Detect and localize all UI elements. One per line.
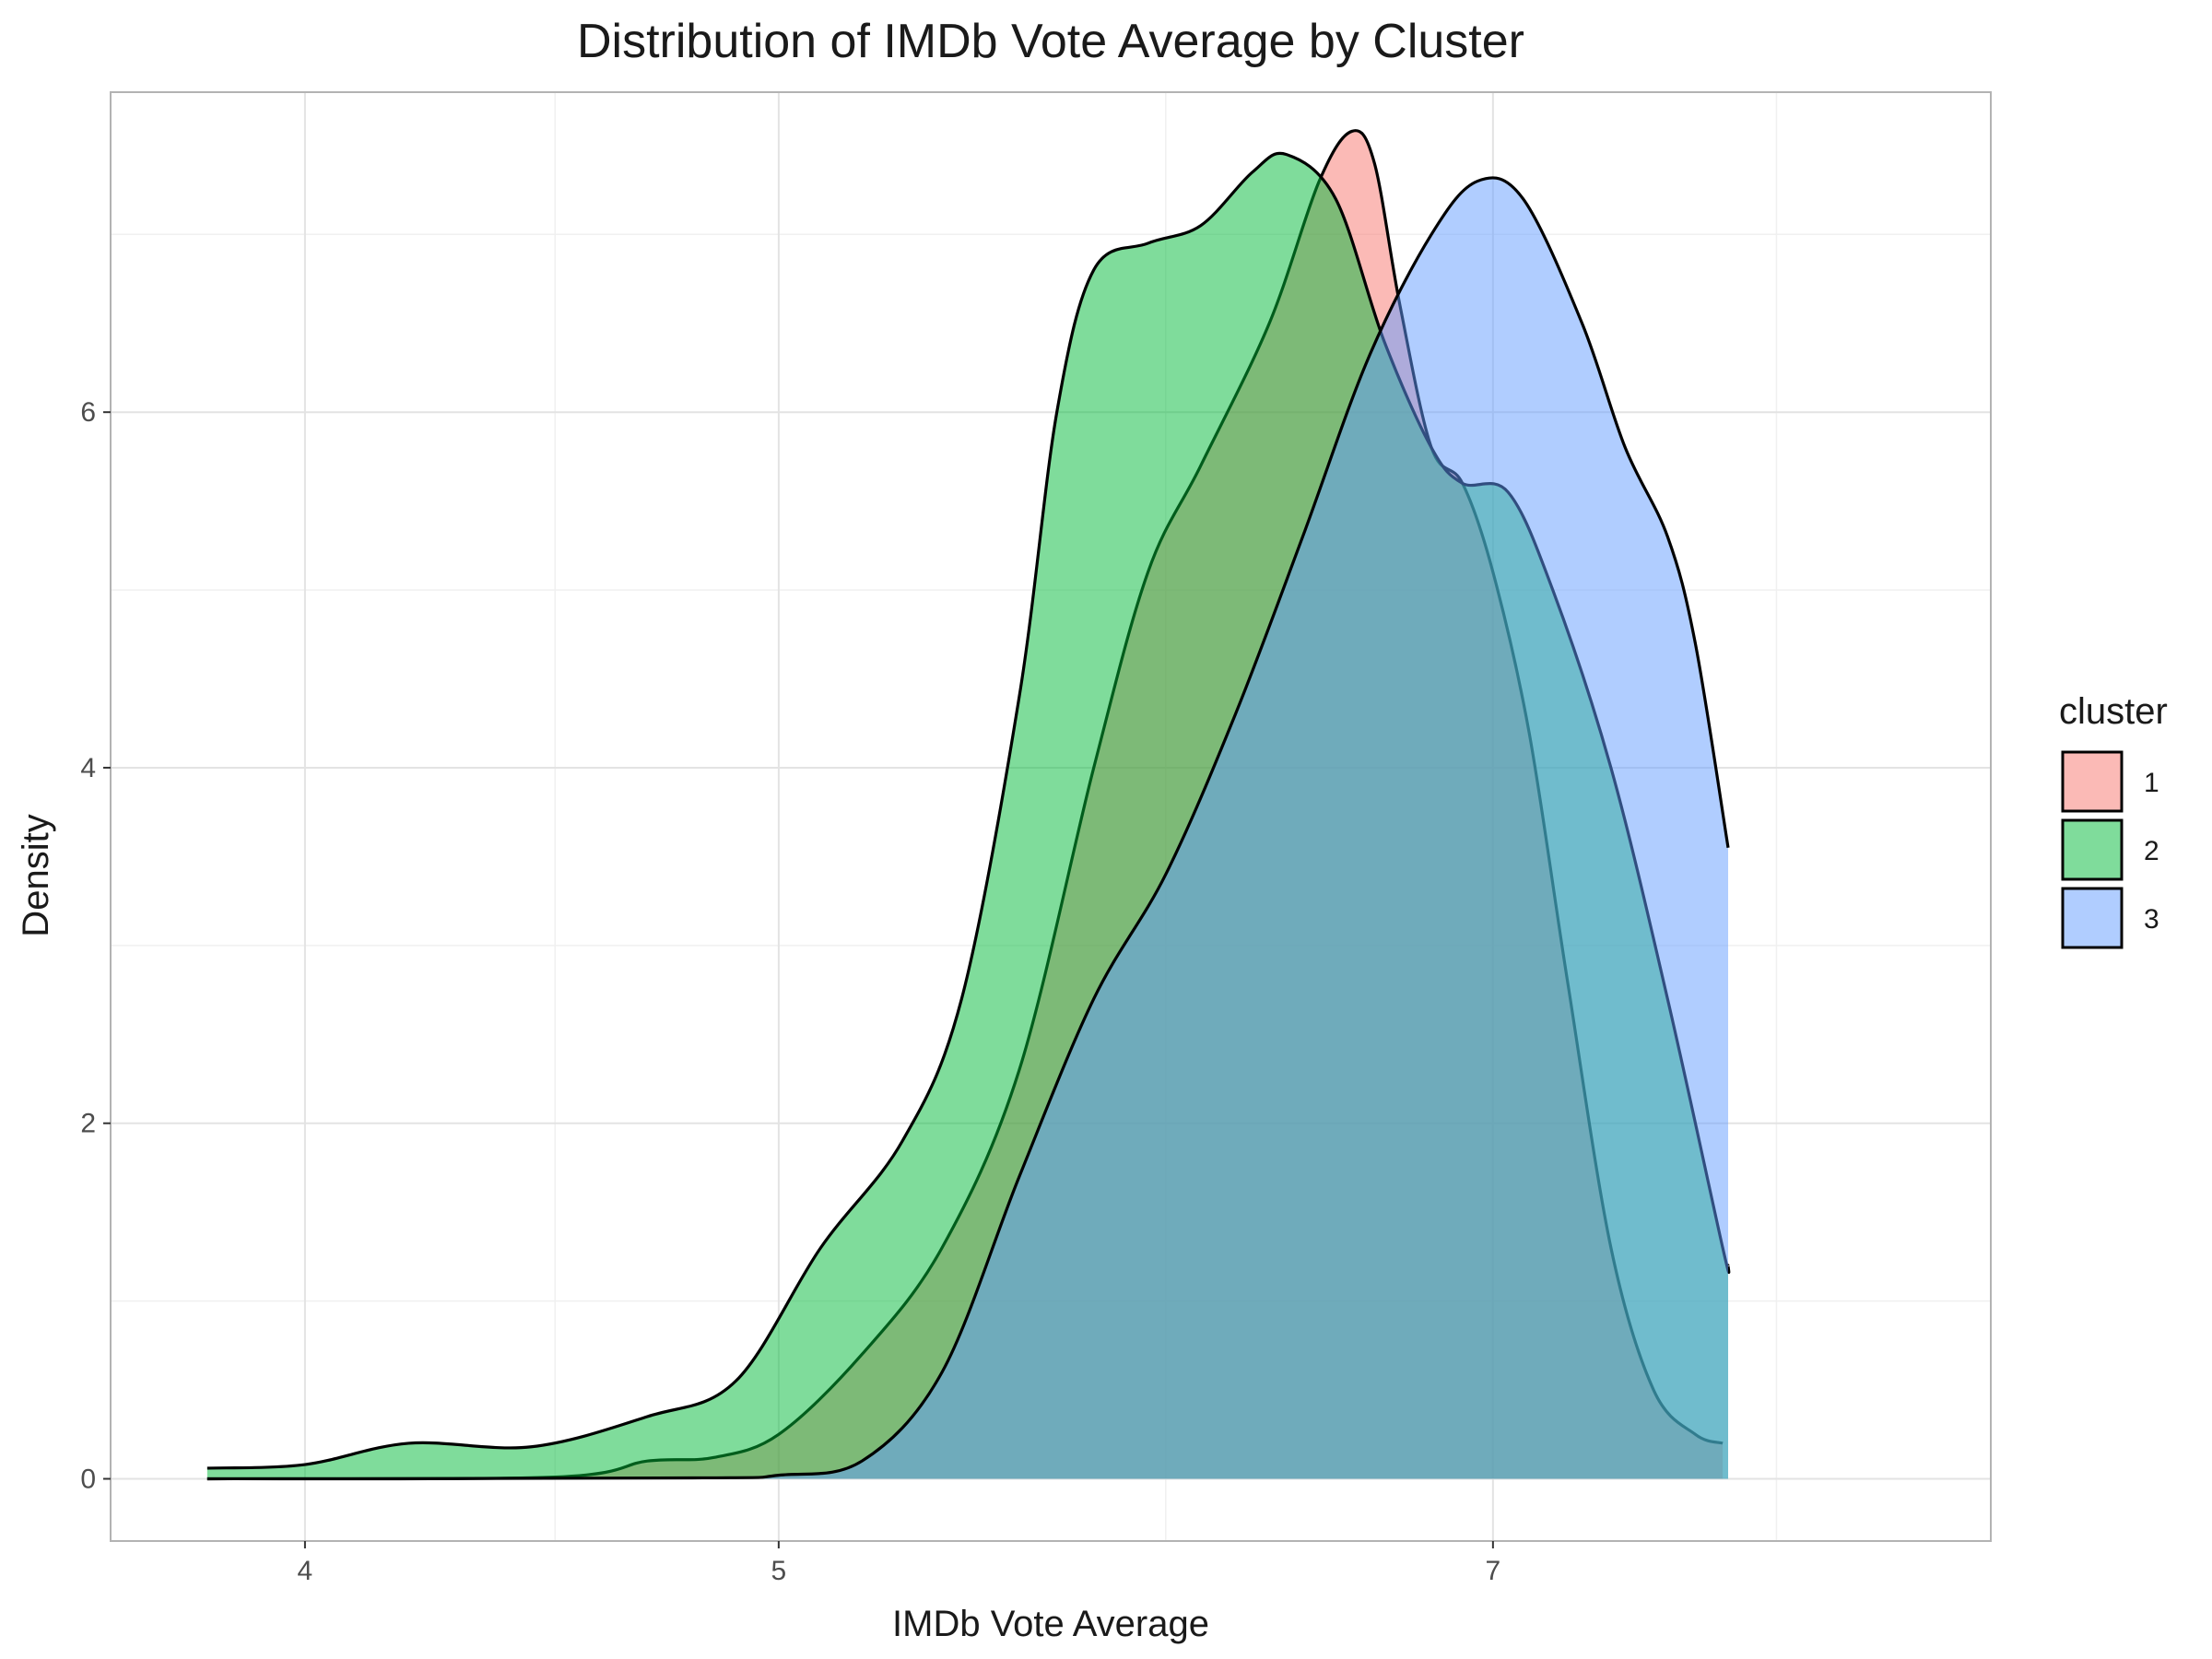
y-tick-label: 0 — [80, 1464, 96, 1494]
legend-item-1: 1 — [2061, 750, 2159, 813]
legend-item-3: 3 — [2061, 887, 2159, 949]
legend-key — [2061, 750, 2124, 813]
legend-label: 2 — [2144, 836, 2159, 866]
legend-label: 1 — [2144, 768, 2159, 798]
y-axis-ticks: 0 2 4 6 — [80, 397, 111, 1494]
y-tick-label: 2 — [80, 1109, 96, 1139]
y-axis-title: Density — [16, 814, 56, 936]
legend-key — [2061, 818, 2124, 881]
y-tick-label: 4 — [80, 753, 96, 783]
legend-item-2: 2 — [2061, 818, 2159, 881]
legend-items: 1 2 3 — [2061, 750, 2159, 949]
legend: cluster 1 2 3 — [2059, 691, 2168, 949]
x-tick-label: 5 — [771, 1556, 787, 1586]
legend-key — [2061, 887, 2124, 949]
density-line-3 — [206, 176, 1730, 1481]
density-area-3 — [206, 177, 1729, 1479]
series-3 — [206, 176, 1730, 1481]
x-axis-ticks: 4 5 7 — [298, 1541, 1501, 1586]
chart-title: Distribution of IMDb Vote Average by Clu… — [577, 15, 1524, 68]
x-tick-label: 7 — [1486, 1556, 1501, 1586]
x-axis-title: IMDb Vote Average — [892, 1604, 1209, 1644]
x-tick-label: 4 — [298, 1556, 313, 1586]
density-series — [206, 129, 1731, 1481]
y-tick-label: 6 — [80, 397, 96, 428]
plot-border — [110, 91, 1992, 1542]
legend-title: cluster — [2059, 691, 2168, 732]
legend-label: 3 — [2144, 904, 2159, 935]
